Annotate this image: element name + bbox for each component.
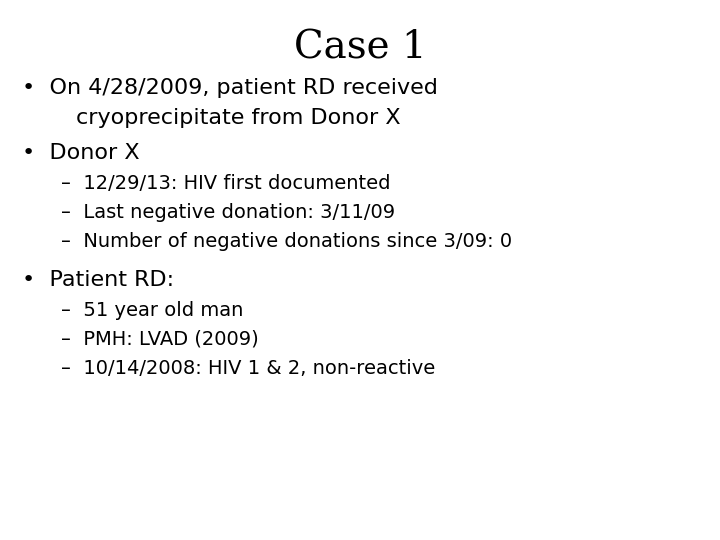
Text: •  Donor X: • Donor X [22,143,139,163]
Text: –  PMH: LVAD (2009): – PMH: LVAD (2009) [61,330,259,349]
Text: Case 1: Case 1 [294,30,426,67]
Text: •  Patient RD:: • Patient RD: [22,270,174,290]
Text: –  10/14/2008: HIV 1 & 2, non-reactive: – 10/14/2008: HIV 1 & 2, non-reactive [61,359,436,378]
Text: –  Number of negative donations since 3/09: 0: – Number of negative donations since 3/0… [61,232,513,251]
Text: •  On 4/28/2009, patient RD received: • On 4/28/2009, patient RD received [22,78,438,98]
Text: –  Last negative donation: 3/11/09: – Last negative donation: 3/11/09 [61,203,395,222]
Text: cryoprecipitate from Donor X: cryoprecipitate from Donor X [76,108,400,128]
Text: –  12/29/13: HIV first documented: – 12/29/13: HIV first documented [61,174,391,193]
Text: –  51 year old man: – 51 year old man [61,301,243,320]
